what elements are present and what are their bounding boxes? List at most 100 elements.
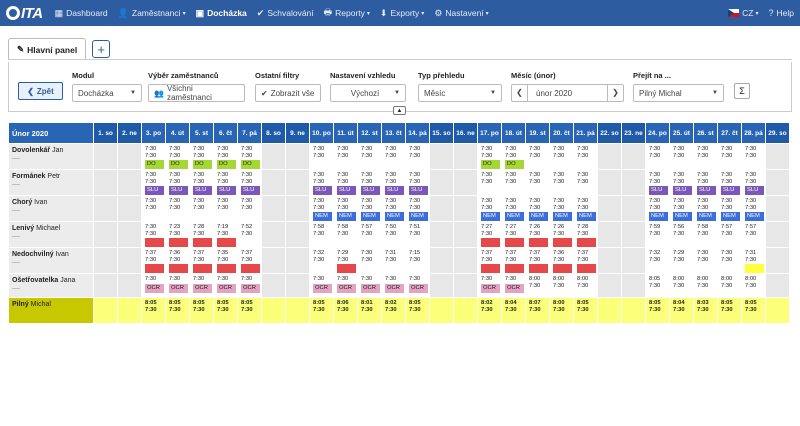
day-cell[interactable] — [429, 297, 454, 324]
look-select[interactable]: Výchozí ▼ — [330, 84, 406, 102]
day-cell[interactable]: 7:30 OCR — [357, 273, 382, 298]
day-cell[interactable] — [597, 247, 622, 274]
day-header[interactable]: 7. pá — [237, 122, 262, 144]
day-header[interactable]: 19. st — [525, 122, 550, 144]
day-cell[interactable] — [453, 169, 478, 196]
day-cell[interactable]: 7:30 7:30 NEM — [573, 195, 598, 222]
day-cell[interactable]: 7:36 7:30 — [549, 247, 574, 274]
day-cell[interactable]: 7:57 7:30 — [741, 221, 766, 248]
employee-name[interactable]: Formánek Petr ---- — [8, 169, 94, 196]
day-cell[interactable]: 7:30 7:30 SLU — [645, 169, 670, 196]
day-cell[interactable]: 7:30 7:30 — [645, 143, 670, 170]
day-header[interactable]: 16. ne — [453, 122, 478, 144]
day-cell[interactable]: 7:27 7:30 — [477, 221, 502, 248]
day-cell[interactable] — [117, 195, 142, 222]
day-cell[interactable]: 7:30 7:30 — [573, 169, 598, 196]
day-cell[interactable] — [429, 247, 454, 274]
day-cell[interactable]: 7:52 7:30 — [237, 221, 262, 248]
day-cell[interactable] — [261, 221, 286, 248]
day-cell[interactable] — [429, 169, 454, 196]
day-cell[interactable]: 7:30 7:30 — [549, 143, 574, 170]
day-cell[interactable]: 7:30 7:30 — [549, 169, 574, 196]
day-cell[interactable]: 8:00 7:30 — [549, 273, 574, 298]
back-button[interactable]: ❮ Zpět — [18, 82, 63, 100]
day-cell[interactable]: 7:30 7:30 SLU — [237, 169, 262, 196]
day-cell[interactable]: 7:30 7:30 SLU — [381, 169, 406, 196]
day-cell[interactable]: 7:19 7:30 — [213, 221, 238, 248]
day-cell[interactable]: 7:30 7:30 SLU — [741, 169, 766, 196]
day-cell[interactable]: 7:30 7:30 SLU — [213, 169, 238, 196]
day-header[interactable]: 11. út — [333, 122, 358, 144]
day-cell[interactable] — [117, 297, 142, 324]
modul-select[interactable]: Docházka ▼ — [72, 84, 142, 102]
day-cell[interactable] — [285, 195, 310, 222]
day-cell[interactable] — [261, 297, 286, 324]
day-cell[interactable] — [285, 247, 310, 274]
day-cell[interactable]: 8:06 7:30 — [333, 297, 358, 324]
day-cell[interactable]: 7:30 7:30 SLU — [141, 169, 166, 196]
day-cell[interactable]: 8:00 7:30 — [717, 273, 742, 298]
day-cell[interactable]: 7:30 7:30 NEM — [549, 195, 574, 222]
day-cell[interactable]: 7:30 7:30 — [141, 221, 166, 248]
day-cell[interactable]: 7:30 7:30 NEM — [693, 195, 718, 222]
day-cell[interactable]: 7:30 7:30 DO — [189, 143, 214, 170]
day-cell[interactable]: 7:59 7:30 — [645, 221, 670, 248]
day-cell[interactable] — [429, 195, 454, 222]
day-cell[interactable]: 7:31 7:30 — [741, 247, 766, 274]
day-cell[interactable]: 7:30 7:30 SLU — [669, 169, 694, 196]
day-cell[interactable] — [261, 143, 286, 170]
day-cell[interactable]: 7:30 7:30 SLU — [405, 169, 430, 196]
day-cell[interactable] — [93, 169, 118, 196]
day-header[interactable]: 3. po — [141, 122, 166, 144]
day-cell[interactable]: 8:00 7:30 — [741, 273, 766, 298]
day-cell[interactable]: 8:00 7:30 — [669, 273, 694, 298]
collapse-filters-button[interactable]: ▲ — [393, 106, 406, 115]
day-cell[interactable] — [285, 143, 310, 170]
day-cell[interactable]: 7:30 7:30 — [213, 195, 238, 222]
day-cell[interactable]: 7:30 7:30 — [693, 247, 718, 274]
day-header[interactable]: 25. út — [669, 122, 694, 144]
day-cell[interactable]: 8:05 7:30 — [717, 297, 742, 324]
nav-item-2[interactable]: ▣ Docházka — [196, 8, 247, 19]
day-cell[interactable]: 7:30 OCR — [501, 273, 526, 298]
day-cell[interactable] — [261, 169, 286, 196]
day-cell[interactable]: 8:07 7:30 — [525, 297, 550, 324]
day-cell[interactable]: 7:30 OCR — [477, 273, 502, 298]
employee-name[interactable]: Pilný Michal — [8, 297, 94, 324]
day-cell[interactable] — [285, 169, 310, 196]
day-cell[interactable]: 7:23 7:30 — [165, 221, 190, 248]
day-cell[interactable] — [453, 273, 478, 298]
day-cell[interactable] — [285, 221, 310, 248]
day-cell[interactable]: 7:30 7:30 — [573, 143, 598, 170]
day-cell[interactable]: 8:05 7:30 — [573, 297, 598, 324]
day-cell[interactable]: 7:30 7:30 NEM — [405, 195, 430, 222]
day-cell[interactable] — [765, 221, 790, 248]
day-cell[interactable]: 7:30 OCR — [189, 273, 214, 298]
day-header[interactable]: 4. út — [165, 122, 190, 144]
day-cell[interactable]: 7:37 7:30 — [141, 247, 166, 274]
day-header[interactable]: 26. st — [693, 122, 718, 144]
day-header[interactable]: 1. so — [93, 122, 118, 144]
day-cell[interactable]: 7:30 7:30 — [189, 195, 214, 222]
day-cell[interactable]: 7:30 7:30 DO — [165, 143, 190, 170]
day-cell[interactable]: 7:30 7:30 DO — [501, 143, 526, 170]
nav-item-3[interactable]: ✔ Schvalování — [257, 8, 314, 19]
day-cell[interactable]: 7:30 7:30 — [141, 195, 166, 222]
tab-main-panel[interactable]: ✎ Hlavní panel — [8, 38, 87, 60]
day-cell[interactable] — [261, 247, 286, 274]
day-cell[interactable]: 7:27 7:30 — [501, 221, 526, 248]
add-tab-button[interactable]: + — [92, 40, 111, 58]
day-cell[interactable] — [285, 273, 310, 298]
day-cell[interactable]: 7:37 7:30 — [237, 247, 262, 274]
day-cell[interactable]: 7:30 7:30 SLU — [333, 169, 358, 196]
day-cell[interactable]: 7:30 7:30 NEM — [477, 195, 502, 222]
day-cell[interactable] — [765, 195, 790, 222]
day-header[interactable]: 13. čt — [381, 122, 406, 144]
day-cell[interactable] — [765, 143, 790, 170]
day-cell[interactable] — [429, 143, 454, 170]
day-header[interactable]: 2. ne — [117, 122, 142, 144]
day-cell[interactable]: 7:30 OCR — [141, 273, 166, 298]
day-cell[interactable]: 7:30 7:30 — [717, 247, 742, 274]
employees-select[interactable]: 👥 Všichni zaměstnanci — [148, 84, 245, 102]
day-cell[interactable]: 7:30 7:30 DO — [213, 143, 238, 170]
